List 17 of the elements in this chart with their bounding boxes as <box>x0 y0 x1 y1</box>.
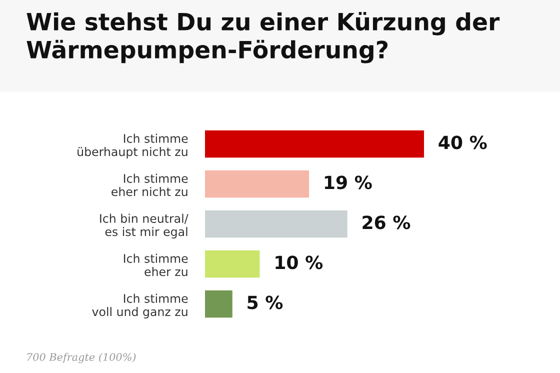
text: 700 Befragte (100%) <box>27 352 136 364</box>
y-tick-label: Ich stimme eher zu <box>124 254 188 276</box>
bar <box>205 290 232 318</box>
y-tick-label: Ich stimme eher nicht zu <box>112 174 188 196</box>
data-label: 19 % <box>324 176 372 190</box>
bar <box>205 210 348 238</box>
bar <box>205 250 260 278</box>
data-label: 26 % <box>362 216 410 230</box>
bar <box>205 130 424 158</box>
chart-title: Wie stehst Du zu einer Kürzung der Wärmepumpen-Förderung? <box>26 12 500 64</box>
y-tick-label: Ich stimme überhaupt nicht zu <box>78 134 188 158</box>
y-tick-label: Ich bin neutral/ es ist mir egal <box>100 214 188 238</box>
data-label: 5 % <box>248 296 283 310</box>
bar <box>205 170 310 198</box>
data-label: 10 % <box>276 256 323 270</box>
y-tick-label: Ich stimme voll und ganz zu <box>92 294 188 318</box>
data-label: 40 % <box>438 136 487 150</box>
